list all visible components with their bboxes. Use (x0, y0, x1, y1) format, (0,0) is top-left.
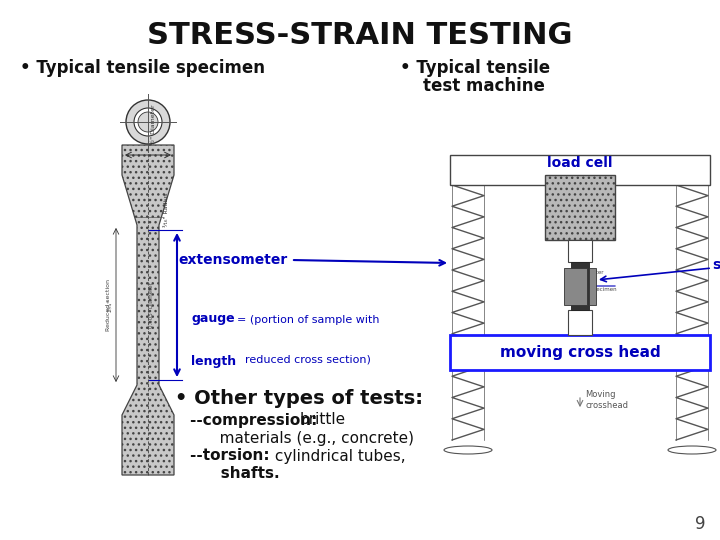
Text: specimen: specimen (712, 258, 720, 272)
Text: 0.505" Diameter: 0.505" Diameter (149, 282, 154, 328)
Text: Extensometer: Extensometer (565, 269, 603, 274)
Text: brittle: brittle (300, 413, 346, 428)
Circle shape (126, 100, 170, 144)
Bar (450, 335, 710, 370)
Text: • Typical tensile: • Typical tensile (400, 59, 550, 77)
Text: ³⁄₁₆" Radius: ³⁄₁₆" Radius (164, 193, 169, 227)
Text: gauge: gauge (191, 312, 235, 325)
Text: specimen: specimen (591, 287, 618, 293)
Text: Reduced section: Reduced section (106, 279, 110, 331)
Text: • Typical tensile specimen: • Typical tensile specimen (20, 59, 265, 77)
Bar (568, 240, 592, 262)
Text: 9: 9 (696, 515, 706, 533)
Text: --torsion:: --torsion: (190, 449, 275, 463)
Text: shafts.: shafts. (205, 467, 279, 482)
Text: moving cross head: moving cross head (500, 345, 660, 360)
Text: cylindrical tubes,: cylindrical tubes, (270, 449, 405, 463)
Text: materials (e.g., concrete): materials (e.g., concrete) (205, 430, 414, 445)
Polygon shape (122, 145, 174, 475)
Text: test machine: test machine (400, 77, 545, 95)
Circle shape (134, 108, 162, 136)
Text: STRESS-STRAIN TESTING: STRESS-STRAIN TESTING (148, 21, 572, 50)
Bar (568, 310, 592, 335)
Text: load cell: load cell (547, 156, 613, 170)
Text: = (portion of sample with: = (portion of sample with (237, 315, 379, 325)
Bar (589, 268, 596, 305)
Bar (450, 155, 710, 185)
Bar (545, 175, 615, 240)
Bar (564, 268, 587, 305)
Ellipse shape (668, 446, 716, 454)
Text: reduced cross section): reduced cross section) (245, 355, 371, 365)
Text: • Other types of tests:: • Other types of tests: (175, 388, 423, 408)
Text: 2¼": 2¼" (107, 299, 112, 312)
Bar (571, 262, 589, 310)
Text: length: length (191, 355, 236, 368)
Circle shape (138, 112, 158, 132)
Text: ½" Diameter: ½" Diameter (151, 104, 156, 145)
Text: extensometer: extensometer (179, 253, 288, 267)
Text: Moving
crosshead: Moving crosshead (585, 390, 628, 410)
Text: --compression:: --compression: (190, 413, 323, 428)
Ellipse shape (444, 446, 492, 454)
